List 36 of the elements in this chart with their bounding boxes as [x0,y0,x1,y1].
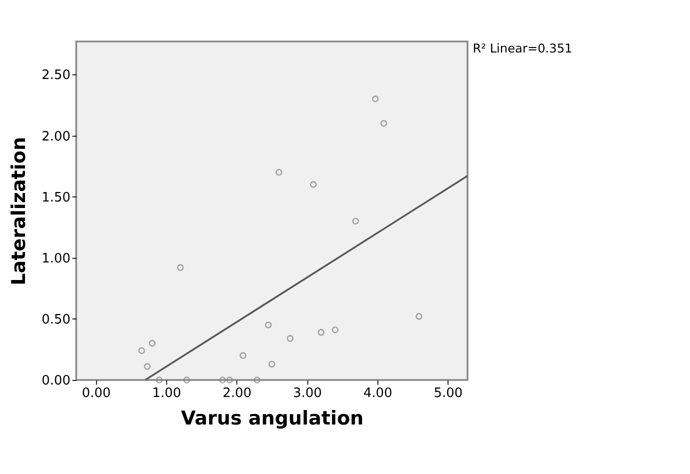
point [264,322,272,328]
point [219,376,226,384]
y-tick-label: 2.50 [42,68,71,84]
point [332,326,339,334]
y-tick-label: 0.50 [42,312,71,328]
point [286,335,294,342]
x-tick-label: 5.00 [434,386,463,401]
point [268,360,276,368]
point [176,264,184,271]
point [352,218,359,224]
y-tick-label: 2.00 [42,129,71,144]
y-tick-label: 1.00 [42,252,71,267]
point [240,352,246,359]
point [144,363,151,370]
x-tick-label: 3.00 [293,386,322,401]
point [226,376,234,384]
point [156,376,163,384]
point [148,340,156,347]
x-tick-label: 1.00 [152,386,182,401]
point [138,347,146,354]
x-tick-label: 2.00 [222,386,252,401]
point [275,168,282,176]
y-tick-label: 0.00 [42,374,71,389]
y-axis-title: Lateralization [8,136,30,286]
y-tick-label: 1.50 [42,190,71,206]
point [372,96,379,102]
point [416,313,422,320]
x-tick-label: 0.00 [82,386,111,401]
point [183,376,190,384]
point [380,120,388,127]
x-tick-label: 4.00 [363,386,392,401]
point [310,181,317,188]
text: R² Linear=0.351 [472,42,572,56]
point [254,376,260,384]
point [318,328,324,336]
x-axis-title: Varus angulation [180,408,364,430]
